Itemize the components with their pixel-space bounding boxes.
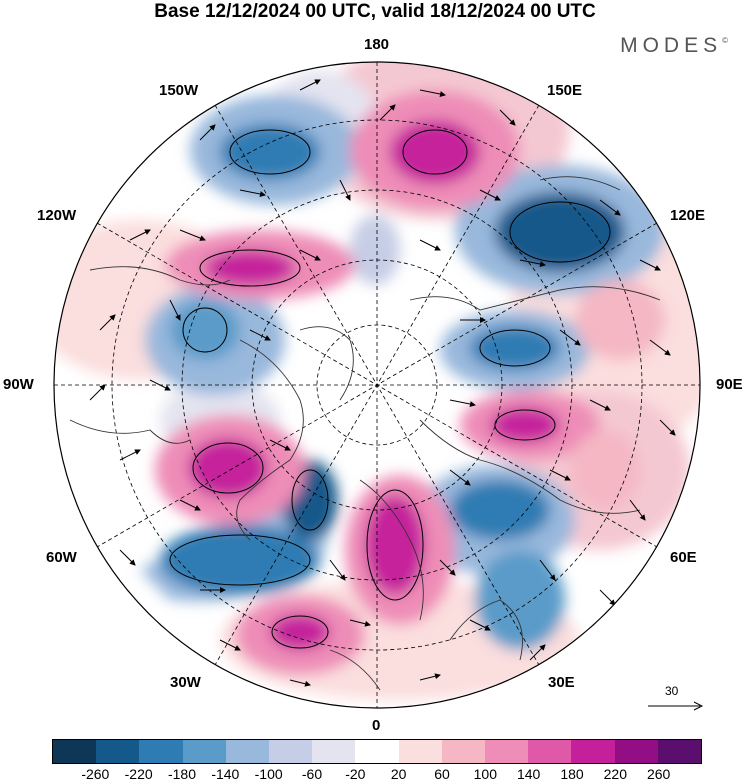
lon-label-30e: 30E [548, 674, 575, 691]
colorbar-tick-label: -260 [81, 766, 110, 782]
map-boundary [53, 61, 701, 709]
colorbar-tick-label: 20 [390, 766, 407, 782]
colorbar-swatch [571, 740, 615, 763]
colorbar-swatch [53, 740, 97, 763]
colorbar-swatch [225, 740, 270, 763]
coastlines [69, 176, 661, 691]
colorbar-tick-label: 60 [434, 766, 450, 782]
lon-label-90w: 90W [3, 376, 34, 393]
colorbar-swatch [614, 740, 658, 763]
lon-label-120w: 120W [37, 207, 77, 224]
colorbar-tick-label: 100 [473, 766, 498, 782]
colorbar-tick-label: -140 [211, 766, 240, 782]
brand-mark: © [722, 36, 728, 45]
wind-vectors [89, 79, 676, 687]
lon-label-150w: 150W [159, 82, 199, 99]
colorbar-swatch [96, 740, 140, 763]
colorbar-swatch [441, 740, 486, 763]
colorbar-tick-label: -60 [301, 766, 323, 782]
lon-label-0: 0 [372, 717, 381, 734]
colorbar-tick-label: -220 [124, 766, 153, 782]
colorbar-swatch [182, 740, 226, 763]
colorbar [52, 739, 702, 764]
lon-label-150e: 150E [547, 82, 583, 99]
graticule [54, 62, 700, 708]
lon-label-60w: 60W [46, 549, 77, 566]
colorbar-swatch [528, 740, 572, 763]
lon-label-90e: 90E [716, 376, 743, 393]
colorbar-swatch [485, 740, 529, 763]
map-title: Base 12/12/2024 00 UTC, valid 18/12/2024… [154, 1, 596, 22]
colorbar-tick-label: 220 [603, 766, 628, 782]
colorbar-tick-label: 140 [516, 766, 541, 782]
colorbar-swatch [398, 740, 442, 763]
colorbar-swatch [139, 740, 183, 763]
colorbar-swatch [269, 740, 313, 763]
lon-label-30w: 30W [170, 674, 201, 691]
lon-label-60e: 60E [670, 549, 697, 566]
modes-brand-logo: MODES© [620, 34, 728, 58]
colorbar-ticks: -260 -220 -180 -140 -100 -60 -20 20 60 100 140 180 2… [0, 766, 750, 783]
reference-vector-arrow-icon [648, 701, 704, 711]
colorbar-swatch [312, 740, 356, 763]
lon-label-120e: 120E [670, 207, 706, 224]
colorbar-swatch [355, 740, 399, 763]
reference-vector-value: 30 [665, 684, 679, 698]
colorbar-swatch [657, 740, 702, 763]
lon-label-180: 180 [364, 36, 390, 53]
contours [169, 129, 611, 649]
colorbar-tick-label: 260 [646, 766, 671, 782]
colorbar-tick-label: -100 [254, 766, 283, 782]
colorbar-tick-label: 180 [560, 766, 584, 782]
brand-text: MODES [620, 34, 723, 57]
colorbar-tick-label: -20 [345, 766, 366, 782]
colorbar-tick-label: -180 [167, 766, 197, 782]
